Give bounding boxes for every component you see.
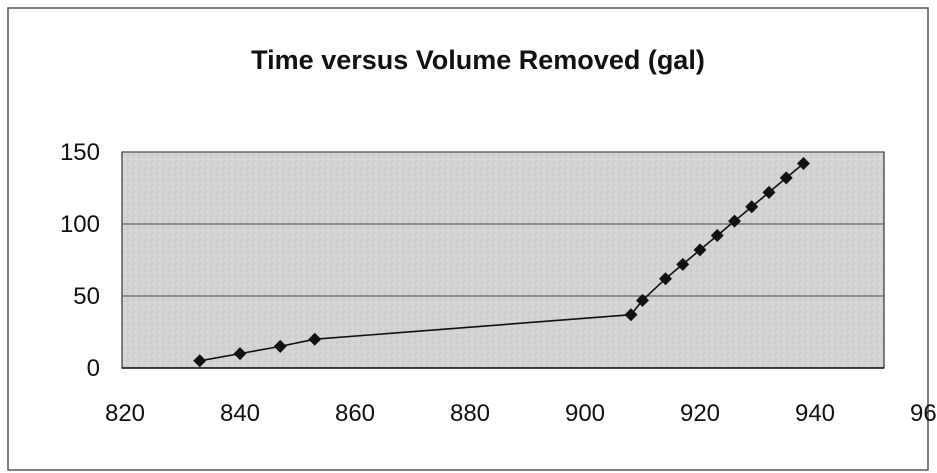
x-tick-label-940: 940 — [795, 400, 835, 427]
x-tick-label-960: 960 — [910, 400, 937, 427]
data-point-3 — [308, 332, 322, 346]
data-point-4 — [624, 308, 638, 322]
y-tick-label-150: 150 — [60, 139, 100, 166]
x-tick-label-820: 820 — [105, 400, 145, 427]
data-point-7 — [676, 257, 690, 271]
data-point-2 — [273, 339, 287, 353]
data-point-13 — [779, 171, 793, 185]
gridlines — [122, 151, 884, 297]
x-tick-label-900: 900 — [565, 400, 605, 427]
data-point-1 — [233, 347, 247, 361]
plot-area — [121, 151, 885, 369]
data-point-11 — [745, 200, 759, 214]
data-point-6 — [659, 272, 672, 286]
data-point-5 — [636, 293, 649, 307]
series-points — [193, 157, 810, 368]
data-point-8 — [693, 243, 707, 257]
chart-title: Time versus Volume Removed (gal) — [251, 45, 705, 75]
data-point-14 — [797, 157, 810, 171]
x-tick-label-860: 860 — [335, 400, 375, 427]
data-point-10 — [728, 214, 741, 228]
y-tick-label-50: 50 — [73, 283, 100, 310]
data-point-9 — [710, 229, 724, 243]
y-axis-tick-labels: 0 50 100 150 — [60, 139, 100, 382]
y-tick-label-0: 0 — [87, 355, 100, 382]
data-point-12 — [762, 185, 776, 199]
x-axis-tick-labels: 820 840 860 880 900 920 940 960 — [105, 400, 937, 427]
y-tick-label-100: 100 — [60, 211, 100, 238]
x-tick-label-840: 840 — [220, 400, 260, 427]
data-point-0 — [193, 354, 207, 368]
x-tick-label-880: 880 — [450, 400, 490, 427]
x-tick-label-920: 920 — [680, 400, 720, 427]
